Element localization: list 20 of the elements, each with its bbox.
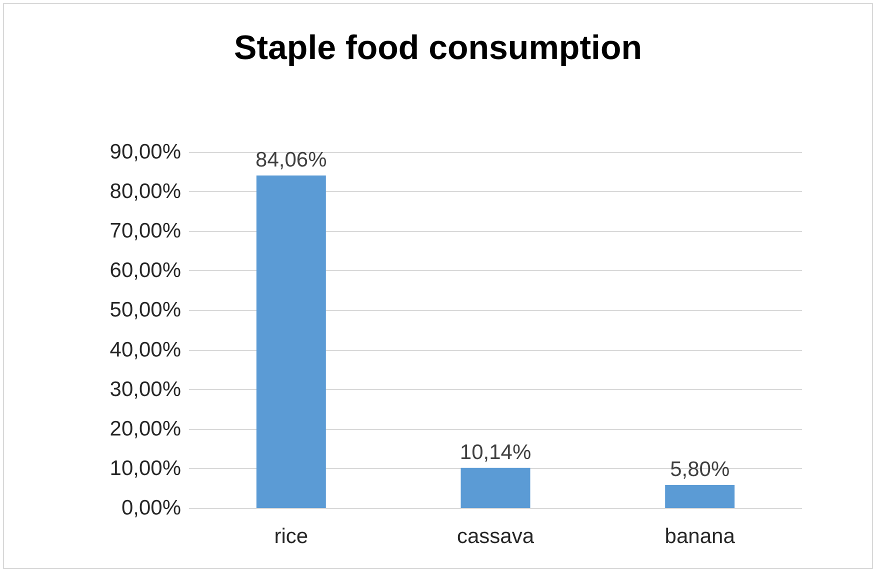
y-tick-label: 30,00%	[110, 378, 181, 401]
bar	[460, 468, 530, 508]
y-tick-label: 50,00%	[110, 298, 181, 322]
y-tick-label: 70,00%	[110, 220, 181, 243]
y-tick-label: 60,00%	[110, 259, 181, 282]
x-tick-label: rice	[274, 525, 308, 548]
y-tick-label: 80,00%	[110, 180, 181, 204]
chart-title: Staple food consumption	[234, 29, 642, 67]
x-tick-label: cassava	[456, 525, 534, 548]
y-tick-label: 10,00%	[110, 456, 181, 480]
data-label: 5,80%	[670, 458, 730, 482]
y-tick-label: 0,00%	[121, 496, 181, 520]
y-tick-label: 90,00%	[110, 140, 181, 164]
data-label: 10,14%	[460, 440, 532, 464]
y-tick-label: 20,00%	[110, 417, 181, 440]
bar	[256, 175, 326, 508]
data-label: 84,06%	[256, 148, 327, 172]
y-tick-label: 40,00%	[110, 338, 181, 362]
x-tick-label: banana	[664, 525, 736, 548]
bar	[665, 485, 735, 508]
